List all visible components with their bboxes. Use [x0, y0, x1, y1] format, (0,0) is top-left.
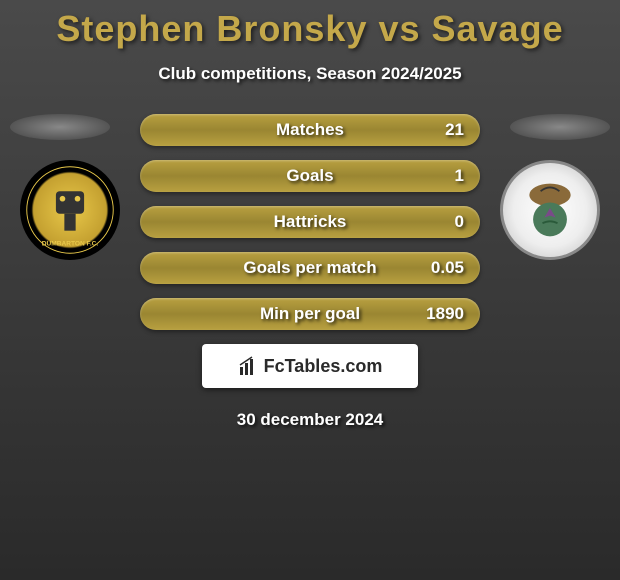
crest-shadow-left	[10, 114, 110, 140]
stat-bar: Goals 1	[140, 160, 480, 192]
content-area: DUMBARTON F.C. Matches 21 Goals 1 Hattri…	[0, 114, 620, 430]
logo-text: FcTables.com	[264, 356, 383, 377]
stat-bar: Min per goal 1890	[140, 298, 480, 330]
subtitle: Club competitions, Season 2024/2025	[0, 64, 620, 84]
stat-value: 1	[455, 166, 464, 186]
stat-label: Goals per match	[140, 258, 480, 278]
stat-value: 21	[445, 120, 464, 140]
stat-value: 1890	[426, 304, 464, 324]
svg-text:DUMBARTON F.C.: DUMBARTON F.C.	[42, 241, 99, 248]
stat-label: Goals	[140, 166, 480, 186]
stat-bar: Hattricks 0	[140, 206, 480, 238]
stat-bar: Matches 21	[140, 114, 480, 146]
chart-icon	[238, 355, 260, 377]
crest-right-icon	[503, 163, 597, 257]
club-crest-right	[500, 160, 600, 260]
crest-left-icon: DUMBARTON F.C.	[23, 163, 117, 257]
stat-value: 0	[455, 212, 464, 232]
page-title: Stephen Bronsky vs Savage	[0, 0, 620, 50]
stat-value: 0.05	[431, 258, 464, 278]
stat-label: Hattricks	[140, 212, 480, 232]
stats-bars: Matches 21 Goals 1 Hattricks 0 Goals per…	[140, 114, 480, 330]
club-crest-left: DUMBARTON F.C.	[20, 160, 120, 260]
stat-label: Matches	[140, 120, 480, 140]
date-text: 30 december 2024	[0, 410, 620, 430]
crest-shadow-right	[510, 114, 610, 140]
logo-box: FcTables.com	[202, 344, 418, 388]
stat-bar: Goals per match 0.05	[140, 252, 480, 284]
